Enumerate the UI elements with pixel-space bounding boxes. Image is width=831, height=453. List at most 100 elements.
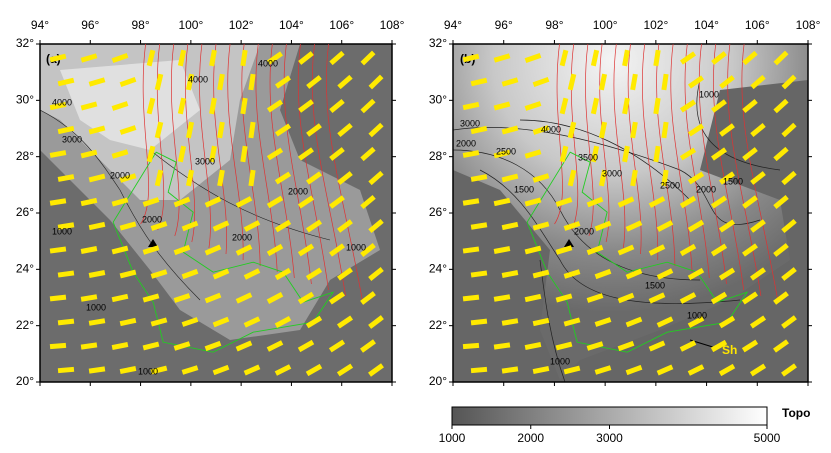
splitting-bar [711,51,727,65]
splitting-bar [493,53,511,63]
fault-line [642,44,659,261]
fault-line [255,44,278,273]
lon-tick-label: 104° [694,18,719,32]
splitting-bar [567,73,577,91]
splitting-bar [687,267,705,281]
splitting-bar [470,318,488,326]
splitting-bar [470,174,488,182]
splitting-bar [742,50,758,66]
splitting-bar [462,150,480,158]
splitting-bar [617,244,635,256]
splitting-bar [146,49,156,67]
splitting-bar [493,342,511,350]
splitting-bar [298,99,314,113]
splitting-bar [360,50,376,66]
splitting-bar [49,198,67,206]
splitting-bar [586,196,604,208]
splitting-bar [656,364,674,376]
splitting-bar [204,340,222,352]
splitting-bar [49,342,67,350]
splitting-bar [679,99,697,113]
splitting-bar [248,73,256,91]
splitting-bar [297,243,315,257]
splitting-bar [742,147,758,161]
splitting-bar [267,51,283,65]
splitting-bar [653,49,661,67]
splitting-bar [248,169,256,187]
splitting-bar [524,52,542,64]
lat-tick-label: 24° [429,262,447,276]
splitting-bar [524,245,542,255]
splitting-bar [329,195,345,209]
panel-a-map [40,44,392,382]
overlay [49,44,384,377]
splitting-bar [217,169,225,187]
splitting-bar [742,195,758,209]
splitting-bar [711,99,727,113]
splitting-bar [532,125,550,135]
splitting-bar [710,339,728,353]
splitting-bar [462,53,480,63]
colorbar-tick-label: 1000 [439,431,466,445]
station-marker [148,239,158,247]
splitting-bar [329,98,345,114]
splitting-bar [524,342,542,350]
splitting-bar [750,219,766,233]
fault-line [241,44,261,267]
contour-label: 4000 [188,74,208,84]
splitting-bar [462,342,480,350]
lat-tick-label: 22° [429,318,447,332]
splitting-bar [493,101,511,111]
splitting-bar [679,340,697,352]
splitting-bar [88,318,106,326]
splitting-bar [781,74,797,90]
splitting-bar [204,292,222,304]
splitting-bar [80,101,98,111]
splitting-bar [150,221,168,231]
splitting-bar [462,294,480,302]
splitting-bar [360,98,376,114]
splitting-bar [781,363,797,377]
fault-line [156,44,165,231]
splitting-bar [185,169,195,187]
splitting-bar [212,364,230,376]
splitting-bar [462,246,480,254]
splitting-bar [80,342,98,350]
lon-tick-label: 98° [131,18,149,32]
splitting-bar [80,197,98,207]
splitting-bar [656,316,674,328]
splitting-bar [598,169,608,187]
lat-tick-label: 30° [16,93,34,107]
splitting-bar [266,243,284,257]
splitting-bar [590,97,600,115]
splitting-bar [88,77,106,87]
splitting-bar [337,122,353,138]
splitting-bar [567,121,577,139]
splitting-bar [368,218,384,234]
splitting-bar [630,73,638,91]
splitting-bar [360,291,376,305]
splitting-bar [368,267,384,281]
splitting-bar [154,169,164,187]
lon-tick-label: 106° [329,18,354,32]
splitting-bar [625,316,643,328]
splitting-bar [555,293,573,303]
splitting-bar [661,121,669,139]
splitting-bar [493,197,511,207]
splitting-bar [49,101,67,111]
splitting-bar [590,49,600,67]
splitting-bar [57,77,75,87]
splitting-bar [240,97,248,115]
contour-label: 1500 [645,280,665,290]
splitting-bar [243,220,261,232]
splitting-bar [567,169,577,187]
splitting-bar [204,244,222,256]
splitting-bar [680,51,696,65]
splitting-bar [57,366,75,374]
splitting-bar [679,147,697,161]
splitting-bar [594,365,612,375]
contour-label: 1500 [723,176,743,186]
splitting-bar [298,147,314,161]
splitting-bar [306,123,322,137]
